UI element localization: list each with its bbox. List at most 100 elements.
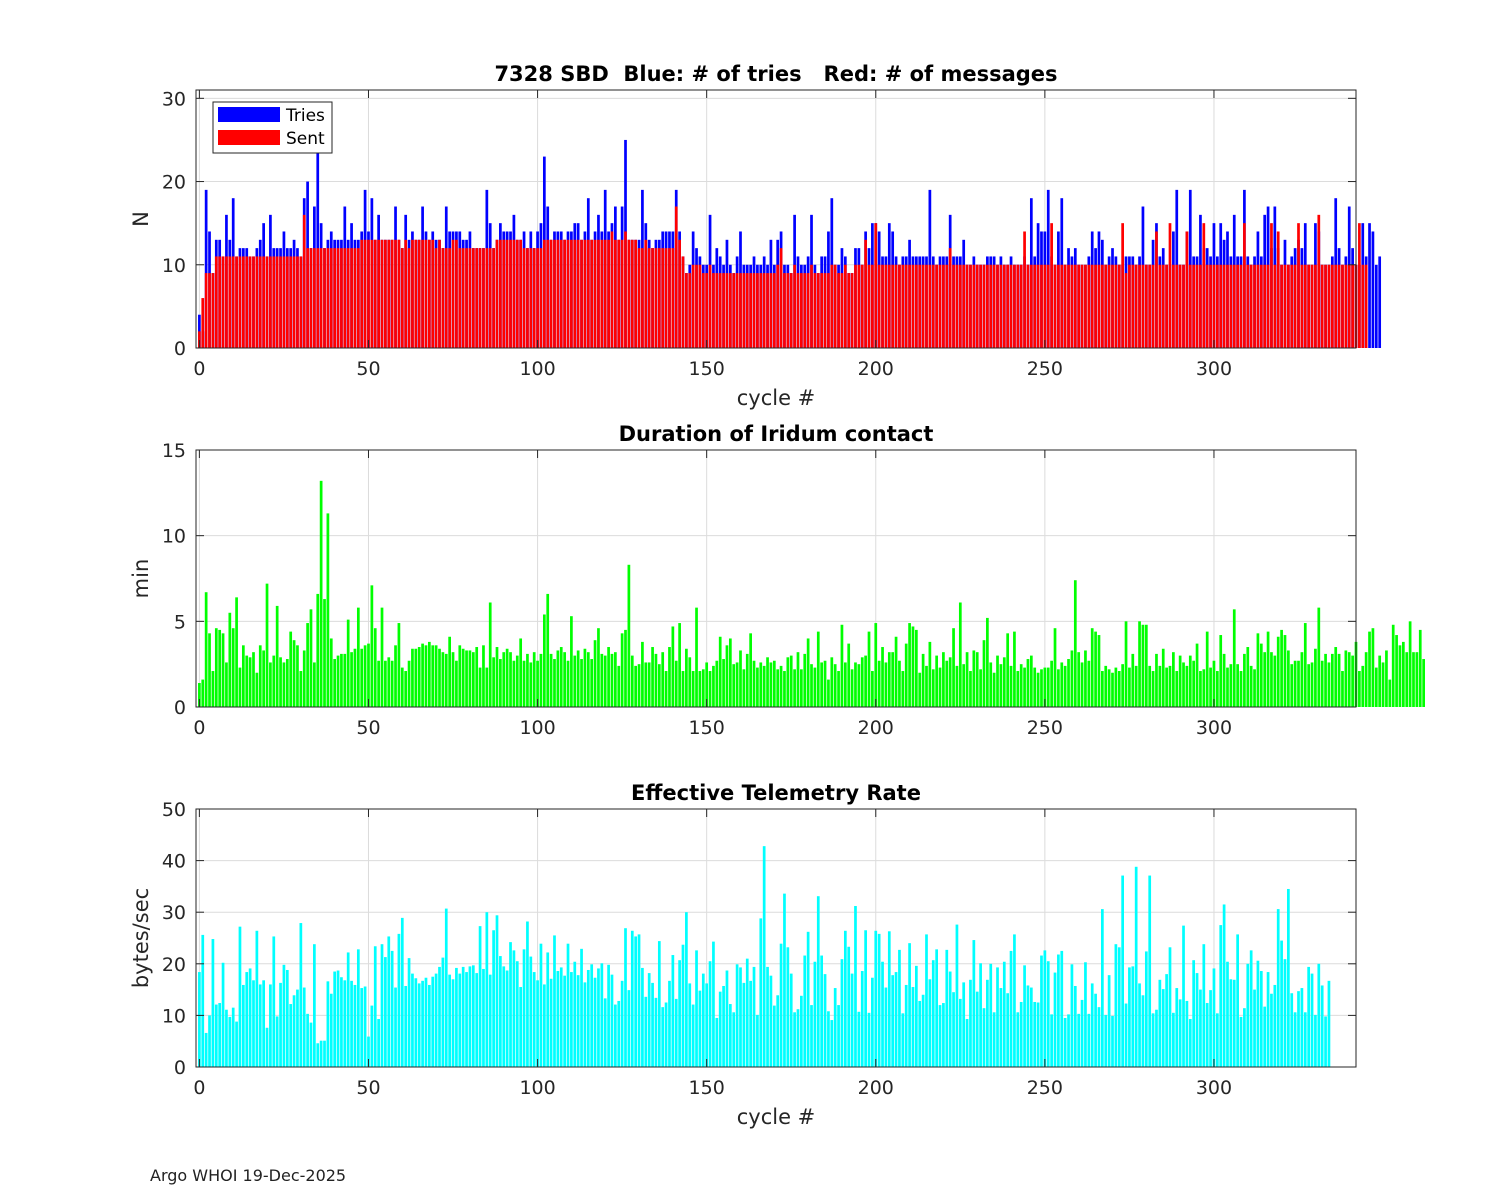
bar xyxy=(796,652,800,707)
bar xyxy=(688,983,692,1067)
bar xyxy=(1036,1002,1040,1067)
bar xyxy=(871,264,874,348)
bar xyxy=(1358,671,1361,707)
bar xyxy=(407,660,411,707)
bar xyxy=(884,264,888,348)
bar xyxy=(1283,635,1287,707)
bar xyxy=(285,256,289,348)
bar xyxy=(1141,995,1145,1067)
bar xyxy=(999,988,1003,1067)
x-axis-label: cycle # xyxy=(737,386,816,410)
bar xyxy=(1046,961,1050,1067)
bar xyxy=(329,993,333,1067)
bar xyxy=(1006,264,1010,348)
bar xyxy=(519,987,523,1067)
bar xyxy=(975,652,979,707)
bar xyxy=(1151,1013,1155,1067)
bar xyxy=(979,963,982,1067)
bar xyxy=(1023,667,1026,707)
bar xyxy=(1226,961,1229,1067)
bar xyxy=(712,941,715,1067)
bar xyxy=(549,978,553,1067)
bar xyxy=(641,248,644,348)
bar xyxy=(701,273,705,348)
bar xyxy=(674,660,678,707)
bar xyxy=(1253,669,1256,707)
bar xyxy=(1307,664,1311,707)
bar xyxy=(935,264,938,348)
bar xyxy=(225,256,228,348)
bar xyxy=(1151,671,1155,707)
bar xyxy=(1006,993,1010,1067)
bar xyxy=(732,664,736,707)
bar xyxy=(661,652,665,707)
bar xyxy=(458,645,462,707)
bar xyxy=(434,973,438,1067)
bar xyxy=(847,643,851,707)
bar xyxy=(397,239,401,348)
bar xyxy=(556,239,560,348)
bar xyxy=(526,653,529,707)
bar xyxy=(292,995,296,1067)
bar xyxy=(431,645,435,707)
bar xyxy=(1337,264,1341,348)
bar xyxy=(593,239,597,348)
bar xyxy=(390,660,394,707)
bar xyxy=(590,964,594,1067)
bar xyxy=(1117,947,1121,1067)
bar xyxy=(218,256,222,348)
bar xyxy=(718,636,722,707)
bar xyxy=(735,662,739,707)
bar xyxy=(982,1008,986,1067)
bar xyxy=(1293,1012,1297,1067)
bar xyxy=(526,921,529,1067)
bar xyxy=(431,239,435,348)
bar xyxy=(837,1005,840,1067)
bar xyxy=(1178,999,1182,1067)
bar xyxy=(931,264,935,348)
bar xyxy=(1290,993,1294,1067)
bar xyxy=(1111,264,1114,348)
bar xyxy=(701,973,705,1067)
x-tick-label: 300 xyxy=(1196,1077,1232,1099)
x-tick-label: 0 xyxy=(193,717,205,739)
bar xyxy=(776,264,780,348)
bar xyxy=(586,969,590,1067)
bar xyxy=(718,991,722,1067)
bar xyxy=(783,893,786,1067)
bar xyxy=(309,248,313,348)
bar xyxy=(1405,652,1409,707)
bar xyxy=(319,480,323,707)
bar xyxy=(1138,264,1141,348)
bar xyxy=(918,672,922,707)
bar xyxy=(708,961,712,1067)
bar xyxy=(1029,264,1033,348)
bar xyxy=(620,980,624,1067)
bar xyxy=(198,683,201,707)
series-sent xyxy=(198,206,1368,348)
bar xyxy=(417,239,421,348)
bar xyxy=(252,980,255,1067)
bar xyxy=(231,1007,235,1067)
bar xyxy=(1263,1006,1267,1067)
bar xyxy=(336,248,340,348)
bar xyxy=(373,239,377,348)
bar xyxy=(766,273,769,348)
bar xyxy=(414,239,418,348)
bar xyxy=(438,966,441,1067)
y-axis-label: bytes/sec xyxy=(129,888,153,988)
bar xyxy=(1199,671,1202,707)
bar xyxy=(982,264,986,348)
bar xyxy=(421,643,424,707)
bar xyxy=(350,248,353,348)
bar xyxy=(1243,1008,1246,1067)
bar xyxy=(830,1020,834,1067)
bar xyxy=(262,650,265,707)
bar xyxy=(752,273,756,348)
bar xyxy=(1236,264,1239,348)
bar xyxy=(1249,950,1253,1067)
bar xyxy=(1314,648,1317,707)
bar xyxy=(938,1005,942,1067)
bar xyxy=(1293,660,1297,707)
bar xyxy=(475,248,479,348)
